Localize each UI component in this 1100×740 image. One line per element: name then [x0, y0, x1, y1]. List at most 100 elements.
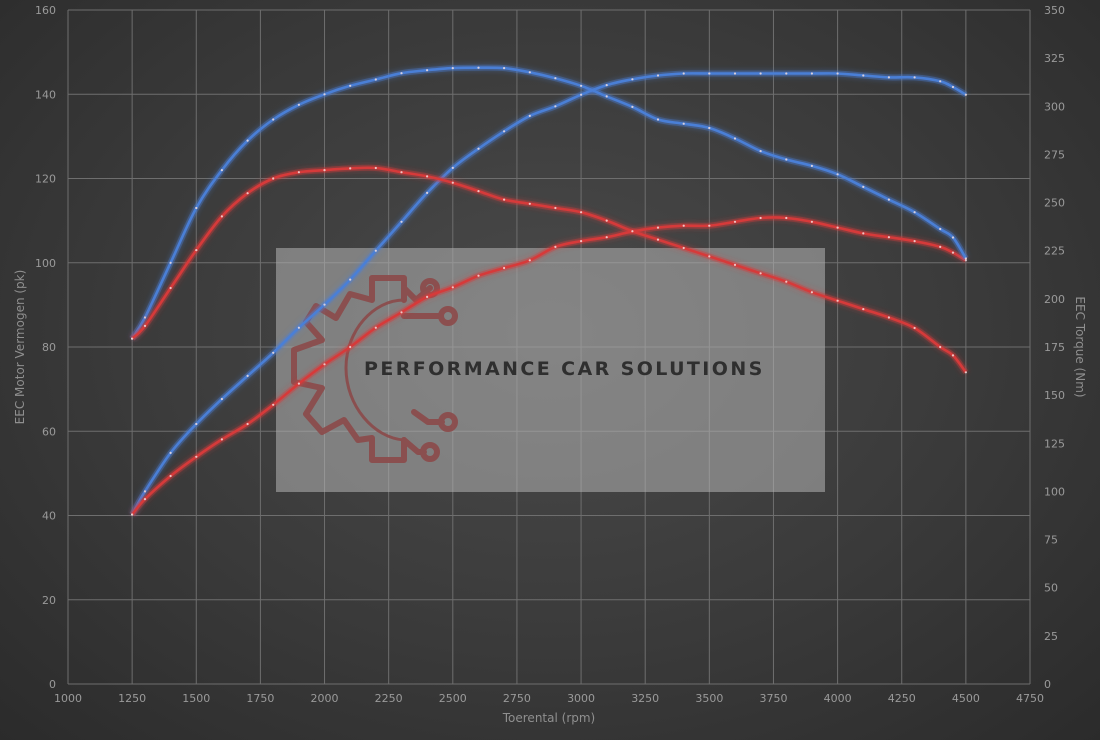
- data-point: [554, 105, 557, 108]
- data-point: [759, 216, 762, 220]
- x-tick-label: 3000: [567, 692, 595, 705]
- data-point: [554, 245, 557, 248]
- data-point: [733, 263, 737, 266]
- data-point: [374, 166, 377, 170]
- data-point: [708, 126, 711, 130]
- data-point: [951, 85, 955, 89]
- data-point: [272, 351, 275, 354]
- data-point: [785, 158, 788, 161]
- y-right-tick-label: 75: [1044, 534, 1058, 547]
- x-tick-label: 3250: [631, 692, 659, 705]
- x-tick-label: 4250: [888, 692, 916, 705]
- data-point: [349, 167, 352, 170]
- data-point: [862, 185, 865, 188]
- data-point: [836, 72, 839, 75]
- x-tick-label: 3500: [695, 692, 723, 705]
- data-point: [272, 118, 275, 121]
- grid: [67, 9, 1031, 685]
- data-point: [503, 130, 506, 133]
- data-point: [682, 122, 685, 125]
- data-point: [451, 67, 454, 70]
- data-point: [656, 226, 660, 229]
- data-point: [733, 137, 737, 140]
- tick-labels: 1000 1250 1500 1750 2000 2250 2500 2750 3000 3250…: [35, 4, 1065, 705]
- data-point: [451, 181, 454, 184]
- data-point: [400, 220, 403, 223]
- y-right-tick-label: 275: [1044, 148, 1065, 161]
- data-point: [810, 72, 814, 75]
- y-left-tick-label: 120: [35, 173, 56, 186]
- y-right-tick-label: 0: [1044, 678, 1051, 691]
- data-point: [503, 266, 506, 270]
- data-point: [913, 240, 916, 243]
- x-axis-title: Toerental (rpm): [502, 711, 595, 725]
- y-left-tick-label: 40: [42, 510, 56, 523]
- watermark-panel: [276, 248, 825, 492]
- data-point: [143, 324, 147, 327]
- data-point: [810, 220, 814, 223]
- data-point: [810, 291, 814, 294]
- data-point: [246, 422, 249, 426]
- x-tick-label: 4000: [824, 692, 852, 705]
- data-point: [477, 147, 480, 150]
- data-point: [323, 93, 326, 96]
- data-point: [297, 326, 300, 329]
- data-point: [785, 72, 788, 75]
- data-point: [631, 230, 634, 233]
- data-point: [451, 286, 454, 289]
- data-point: [951, 354, 955, 357]
- data-point: [913, 211, 916, 214]
- data-point: [272, 403, 275, 406]
- y-right-tick-label: 25: [1044, 630, 1058, 643]
- y-left-tick-label: 160: [35, 4, 56, 17]
- data-point: [554, 206, 557, 210]
- y-right-tick-label: 100: [1044, 485, 1065, 498]
- y-axis-left-title: EEC Motor Vermogen (pk): [13, 270, 27, 425]
- data-point: [656, 118, 660, 121]
- data-point: [528, 71, 531, 74]
- y-left-tick-label: 140: [35, 88, 56, 101]
- data-point: [426, 295, 429, 298]
- data-point: [580, 240, 583, 243]
- x-tick-label: 1250: [118, 692, 146, 705]
- data-point: [195, 249, 198, 252]
- data-point: [631, 78, 634, 81]
- x-tick-label: 1500: [182, 692, 210, 705]
- data-point: [951, 236, 955, 239]
- data-point: [887, 236, 891, 239]
- data-point: [195, 206, 198, 210]
- data-point: [939, 227, 942, 231]
- data-point: [426, 191, 429, 194]
- data-point: [733, 220, 737, 223]
- data-point: [374, 78, 377, 81]
- y-left-tick-label: 0: [49, 678, 56, 691]
- data-point: [503, 67, 506, 70]
- x-tick-label: 2250: [375, 692, 403, 705]
- data-point: [131, 513, 134, 516]
- data-point: [451, 166, 454, 169]
- data-point: [810, 164, 814, 167]
- data-point: [682, 246, 685, 250]
- data-point: [131, 337, 134, 340]
- data-point: [246, 139, 249, 142]
- data-point: [349, 278, 352, 281]
- data-point: [913, 76, 916, 79]
- data-point: [169, 286, 172, 290]
- y-right-tick-label: 225: [1044, 245, 1065, 258]
- data-point: [349, 84, 352, 87]
- x-tick-label: 2750: [503, 692, 531, 705]
- data-point: [426, 69, 429, 72]
- data-point: [323, 169, 326, 172]
- data-point: [708, 255, 711, 258]
- data-point: [220, 438, 223, 441]
- data-point: [682, 72, 685, 75]
- y-axis-right-title: EEC Torque (Nm): [1073, 296, 1087, 397]
- data-point: [477, 66, 480, 69]
- data-point: [785, 280, 788, 283]
- data-point: [528, 259, 531, 262]
- data-point: [836, 173, 839, 176]
- data-point: [169, 451, 172, 454]
- data-point: [272, 177, 275, 180]
- data-point: [246, 374, 249, 377]
- data-point: [400, 311, 403, 314]
